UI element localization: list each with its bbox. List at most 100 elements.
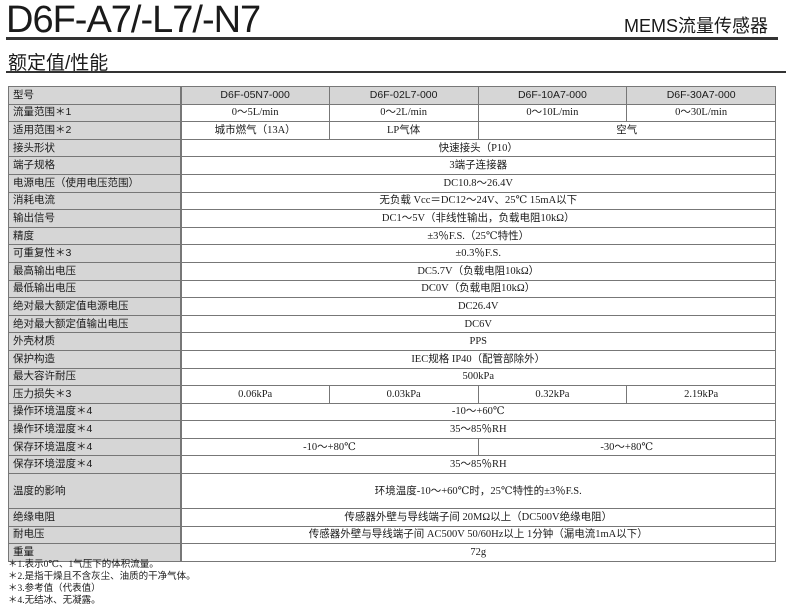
row-label: 耐电压	[8, 525, 182, 545]
table-cell: 传感器外壁与导线端子间 20MΩ以上（DC500V绝缘电阻）	[180, 508, 776, 527]
footnote: ＊1.表示0℃、1气压下的体积流量。	[8, 560, 159, 570]
table-row: 操作环境温度＊4 -10～+60℃	[8, 402, 776, 422]
page-subtitle: MEMS流量传感器	[624, 16, 768, 36]
table-cell: DC10.8～26.4V	[180, 173, 776, 193]
column-header: D6F-30A7-000	[626, 86, 776, 105]
table-cell: ±3％F.S.（25℃特性）	[180, 226, 776, 246]
table-row: 最高输出电压 DC5.7V（负载电阻10kΩ）	[8, 261, 776, 281]
table-cell: 35～85％RH	[180, 455, 776, 475]
row-label: 消耗电流	[8, 191, 182, 211]
row-label: 保存环境温度＊4	[8, 437, 182, 457]
row-label: 最大容许耐压	[8, 367, 182, 387]
table-row: 绝对最大额定值电源电压 DC26.4V	[8, 297, 776, 316]
table-cell: 环境温度-10～+60℃时，25℃特性的±3％F.S.	[180, 473, 776, 510]
table-cell: PPS	[180, 332, 776, 351]
table-row: 绝缘电阻 传感器外壁与导线端子间 20MΩ以上（DC500V绝缘电阻）	[8, 508, 776, 527]
table-row: 消耗电流 无负载 Vcc＝DC12～24V、25℃ 15mA以下	[8, 191, 776, 211]
table-cell: 空气	[477, 121, 776, 140]
table-cell: 无负载 Vcc＝DC12～24V、25℃ 15mA以下	[180, 191, 776, 211]
row-label: 电源电压（使用电压范围）	[8, 173, 182, 193]
table-row: 操作环境湿度＊4 35～85％RH	[8, 420, 776, 439]
table-cell: 2.19kPa	[626, 385, 776, 404]
table-cell: 500kPa	[180, 367, 776, 387]
table-cell: -30～+80℃	[477, 437, 776, 457]
spec-table: 型号 D6F-05N7-000 D6F-02L7-000 D6F-10A7-000 D6…	[8, 86, 776, 562]
table-row: 最大容许耐压 500kPa	[8, 367, 776, 387]
table-row: 输出信号 DC1～5V（非线性输出，负载电阻10kΩ）	[8, 209, 776, 228]
table-row: 端子规格 3端子连接器	[8, 156, 776, 175]
column-header: D6F-10A7-000	[477, 86, 628, 105]
row-label: 压力损失＊3	[8, 385, 182, 404]
row-label: 保护构造	[8, 349, 182, 369]
table-row: 精度 ±3％F.S.（25℃特性）	[8, 226, 776, 246]
table-row: 温度的影响 环境温度-10～+60℃时，25℃特性的±3％F.S.	[8, 473, 776, 510]
row-label: 精度	[8, 226, 182, 246]
row-label: 流量范围＊1	[8, 103, 182, 123]
table-cell: DC0V（负载电阻10kΩ）	[180, 279, 776, 299]
row-label: 绝对最大额定值输出电压	[8, 314, 182, 334]
row-label: 操作环境温度＊4	[8, 402, 182, 422]
row-label: 可重复性＊3	[8, 244, 182, 263]
row-label: 操作环境湿度＊4	[8, 420, 182, 439]
table-row: 外壳材质 PPS	[8, 332, 776, 351]
table-row: 保护构造 IEC规格 IP40（配管部除外）	[8, 349, 776, 369]
table-row: 适用范围＊2 城市燃气（13A） LP气体 空气	[8, 121, 776, 140]
table-row: 耐电压 传感器外壁与导线端子间 AC500V 50/60Hz以上 1分钟（漏电流1…	[8, 525, 776, 545]
row-label: 端子规格	[8, 156, 182, 175]
table-cell: DC1～5V（非线性输出，负载电阻10kΩ）	[180, 209, 776, 228]
table-cell: 72g	[180, 543, 776, 562]
row-label: 外壳材质	[8, 332, 182, 351]
row-label: 最高输出电压	[8, 261, 182, 281]
column-header: 型号	[8, 86, 182, 105]
row-label: 适用范围＊2	[8, 121, 182, 140]
table-cell: 35～85％RH	[180, 420, 776, 439]
table-cell: IEC规格 IP40（配管部除外）	[180, 349, 776, 369]
table-header-row: 型号 D6F-05N7-000 D6F-02L7-000 D6F-10A7-000 D6…	[8, 86, 776, 105]
table-cell: 城市燃气（13A）	[180, 121, 330, 140]
row-label: 保存环境湿度＊4	[8, 455, 182, 475]
table-cell: 快速接头（P10）	[180, 138, 776, 158]
footnote: ＊4.无结冰、无凝露。	[8, 596, 101, 606]
row-label: 最低输出电压	[8, 279, 182, 299]
row-label: 绝对最大额定值电源电压	[8, 297, 182, 316]
table-row: 绝对最大额定值输出电压 DC6V	[8, 314, 776, 334]
row-label: 接头形状	[8, 138, 182, 158]
table-row: 电源电压（使用电压范围） DC10.8～26.4V	[8, 173, 776, 193]
table-cell: 0～2L/min	[328, 103, 479, 123]
table-cell: 3端子连接器	[180, 156, 776, 175]
table-row: 保存环境湿度＊4 35～85％RH	[8, 455, 776, 475]
row-label: 输出信号	[8, 209, 182, 228]
table-row: 接头形状 快速接头（P10）	[8, 138, 776, 158]
table-cell: DC6V	[180, 314, 776, 334]
divider	[6, 37, 778, 40]
footnote: ＊3.参考值（代表值）	[8, 584, 101, 594]
column-header: D6F-02L7-000	[328, 86, 479, 105]
table-cell: DC26.4V	[180, 297, 776, 316]
column-header: D6F-05N7-000	[180, 86, 330, 105]
table-cell: 0.06kPa	[180, 385, 330, 404]
table-cell: 0～30L/min	[626, 103, 776, 123]
table-row: 流量范围＊1 0～5L/min 0～2L/min 0～10L/min 0～30L/min	[8, 103, 776, 123]
table-cell: 0.32kPa	[477, 385, 628, 404]
table-cell: 传感器外壁与导线端子间 AC500V 50/60Hz以上 1分钟（漏电流1mA以…	[180, 525, 776, 545]
table-cell: -10～+80℃	[180, 437, 479, 457]
section-title: 额定值/性能	[8, 53, 109, 74]
row-label: 重量	[8, 543, 182, 562]
table-cell: ±0.3％F.S.	[180, 244, 776, 263]
table-row: 重量 72g	[8, 543, 776, 562]
table-row: 压力损失＊3 0.06kPa 0.03kPa 0.32kPa 2.19kPa	[8, 385, 776, 404]
divider	[6, 71, 786, 73]
table-row: 保存环境温度＊4 -10～+80℃ -30～+80℃	[8, 437, 776, 457]
table-cell: 0～5L/min	[180, 103, 330, 123]
table-cell: 0～10L/min	[477, 103, 628, 123]
table-row: 可重复性＊3 ±0.3％F.S.	[8, 244, 776, 263]
page-title: D6F-A7/-L7/-N7	[6, 0, 261, 41]
table-cell: 0.03kPa	[328, 385, 479, 404]
table-cell: LP气体	[328, 121, 479, 140]
row-label: 温度的影响	[8, 473, 182, 510]
footnote: ＊2.是指干燥且不含灰尘、油质的干净气体。	[8, 572, 196, 582]
row-label: 绝缘电阻	[8, 508, 182, 527]
footnotes: ＊1.表示0℃、1气压下的体积流量。 ＊2.是指干燥且不含灰尘、油质的干净气体。 ＊…	[8, 559, 196, 607]
table-row: 最低输出电压 DC0V（负载电阻10kΩ）	[8, 279, 776, 299]
table-cell: -10～+60℃	[180, 402, 776, 422]
